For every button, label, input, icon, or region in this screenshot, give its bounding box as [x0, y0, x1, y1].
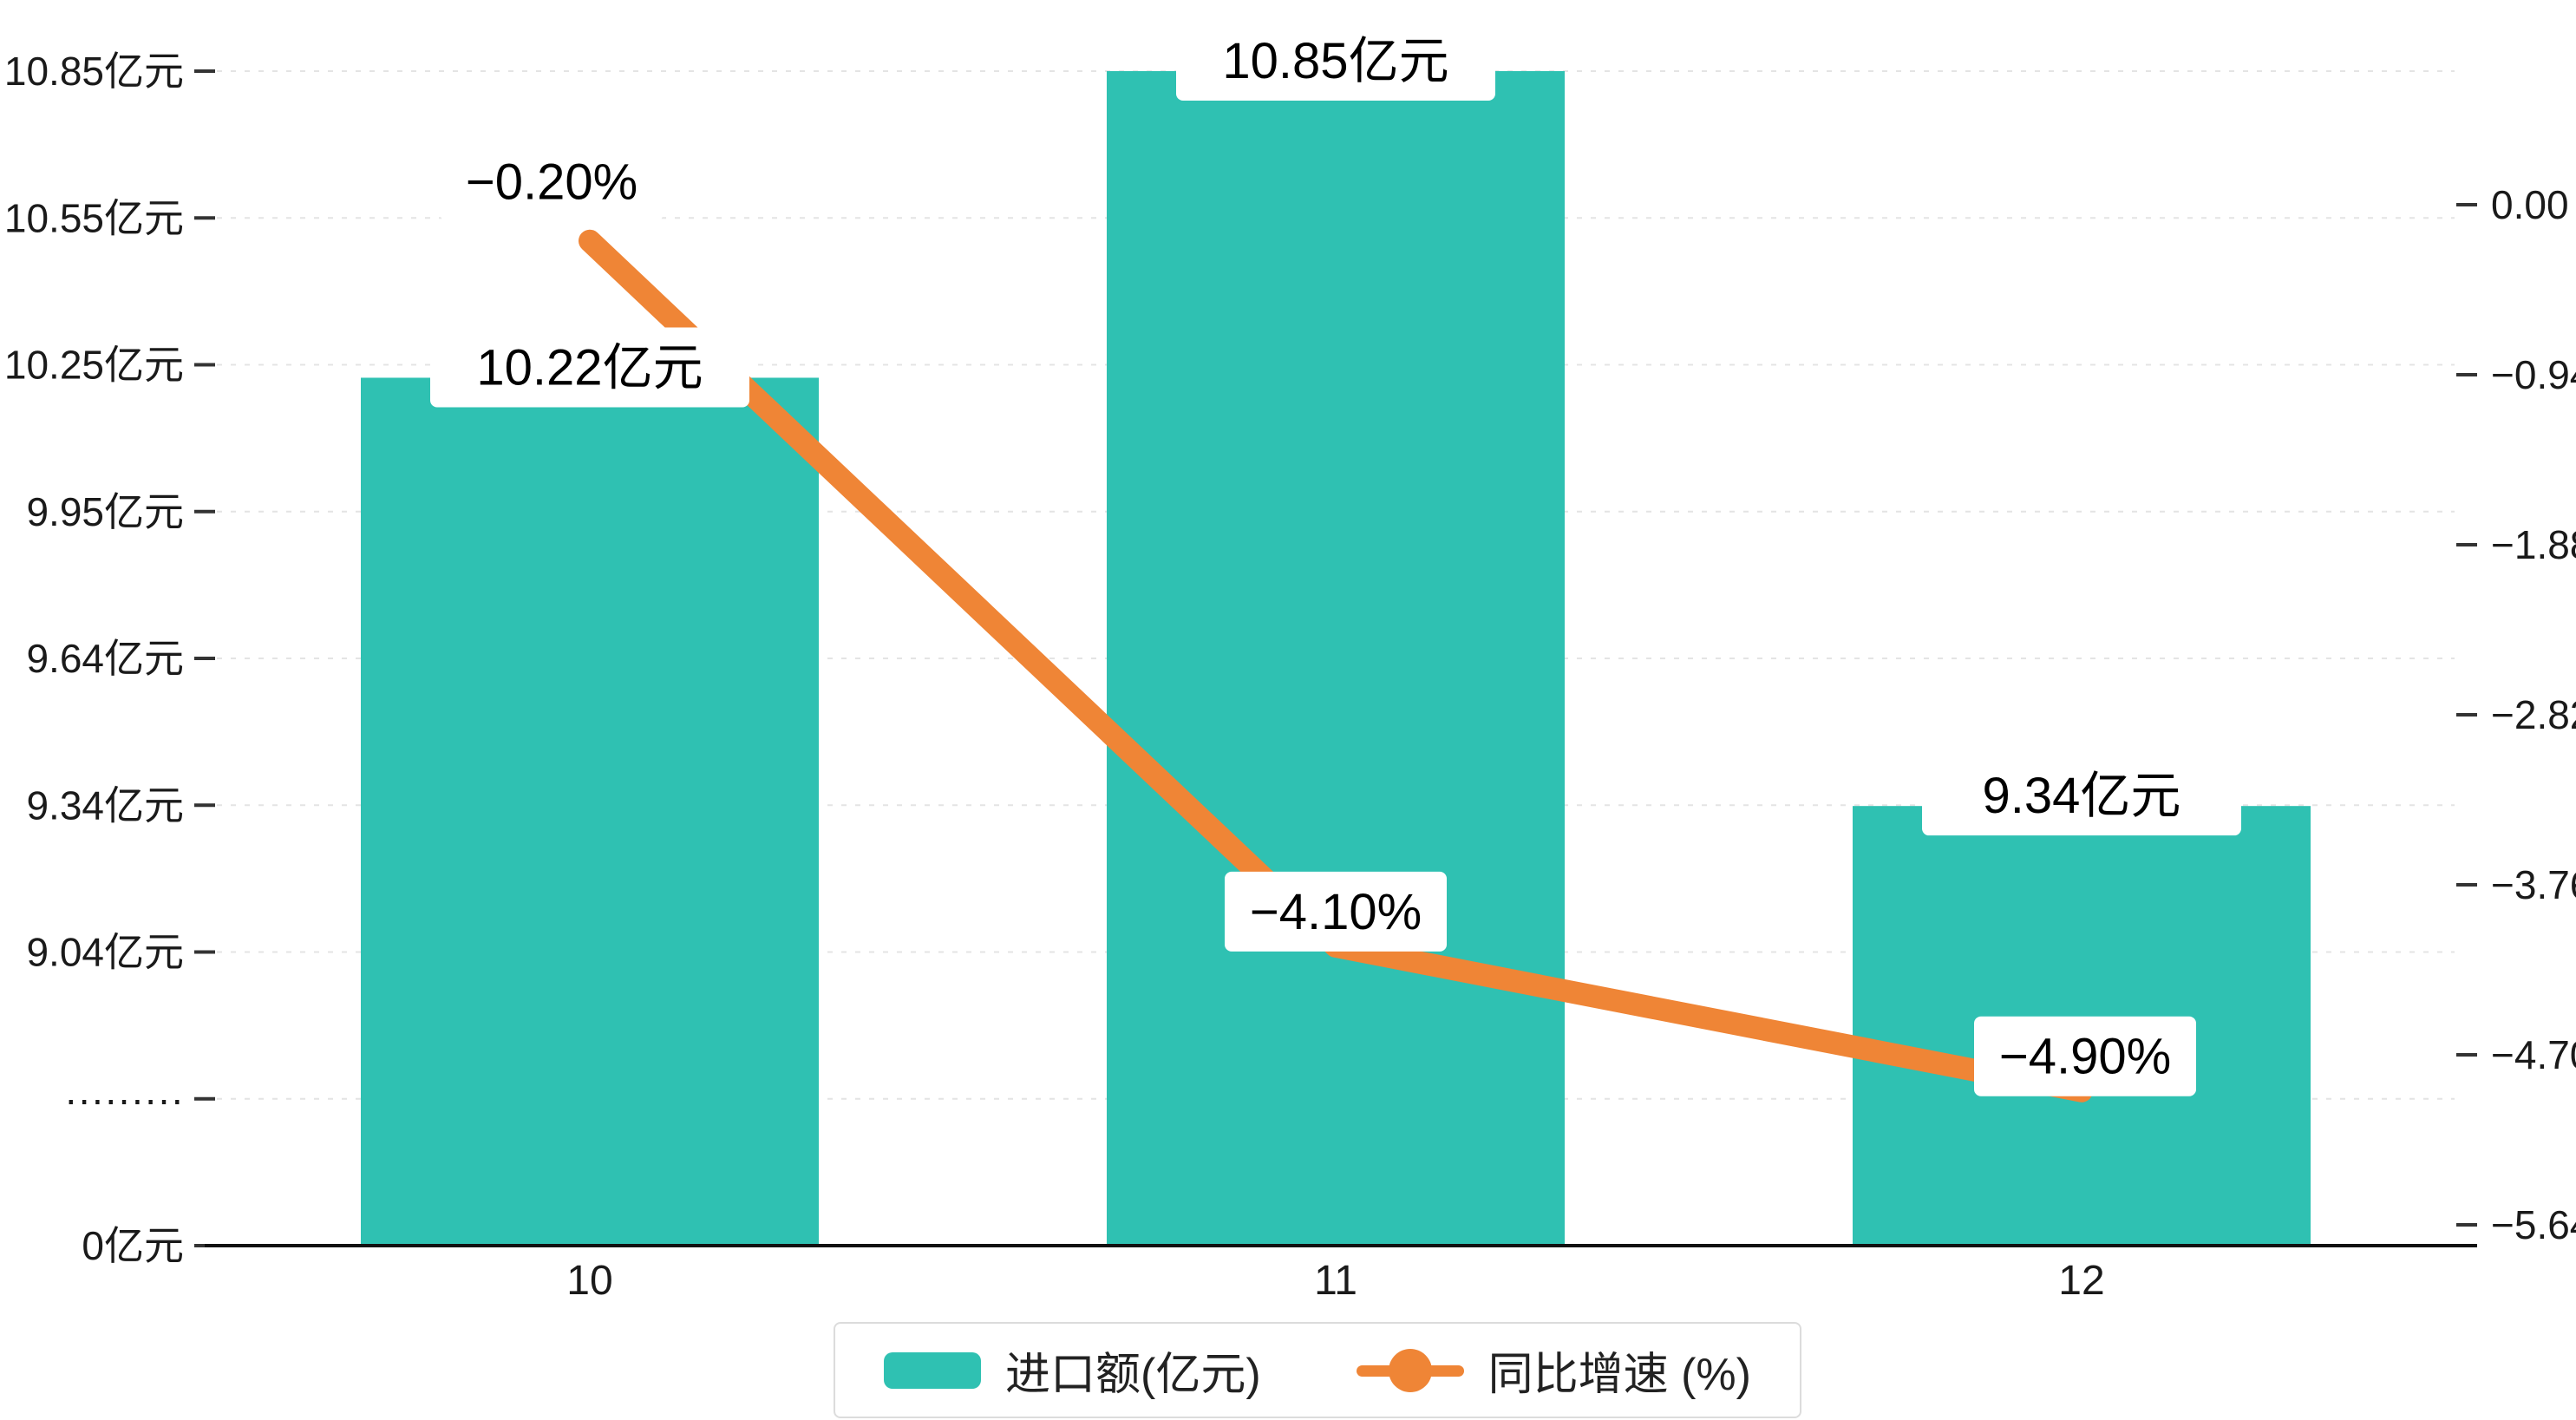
- bar-10[interactable]: [361, 377, 819, 1247]
- svg-text:−4.90%: −4.90%: [1999, 1029, 2171, 1085]
- left-axis-label: 9.64亿元: [26, 636, 184, 681]
- svg-text:10.22亿元: 10.22亿元: [476, 339, 703, 396]
- right-axis-label: −4.70: [2491, 1032, 2576, 1077]
- bar-11[interactable]: [1107, 71, 1565, 1246]
- left-axis-label: 10.55亿元: [4, 195, 184, 240]
- left-axis-label: 10.85亿元: [4, 49, 184, 94]
- x-axis-label: 11: [1314, 1258, 1357, 1304]
- x-axis-label: 10: [566, 1258, 612, 1304]
- left-axis-label: 0亿元: [82, 1223, 184, 1268]
- legend-item-imports[interactable]: 进口额(亿元): [884, 1338, 1261, 1403]
- legend-bar-swatch-icon: [884, 1351, 982, 1389]
- right-axis-label: 0.00: [2491, 182, 2569, 227]
- left-axis-label: 10.25亿元: [4, 343, 184, 388]
- left-axis-label: 9.95亿元: [26, 489, 184, 534]
- svg-text:−4.10%: −4.10%: [1250, 884, 1422, 940]
- legend-line-marker-icon: [1356, 1348, 1464, 1392]
- bar-value-label: 9.34亿元: [1922, 756, 2241, 836]
- left-axis-label: 9.04亿元: [26, 930, 184, 975]
- right-axis-label: −3.76: [2491, 862, 2576, 907]
- svg-text:9.34亿元: 9.34亿元: [1983, 768, 2181, 824]
- bar-value-label: 10.85亿元: [1176, 21, 1495, 101]
- x-axis-label: 12: [2058, 1258, 2104, 1304]
- svg-text:10.85亿元: 10.85亿元: [1222, 33, 1448, 89]
- line-value-label: −0.20%: [441, 141, 663, 222]
- right-axis-label: −0.94: [2491, 352, 2576, 397]
- legend-item-growth[interactable]: 同比增速 (%): [1356, 1338, 1751, 1403]
- right-axis-label: −5.64: [2491, 1202, 2576, 1247]
- legend: 进口额(亿元) 同比增速 (%): [834, 1322, 1801, 1418]
- right-axis-label: −2.82: [2491, 692, 2576, 737]
- legend-label-growth: 同比增速 (%): [1487, 1350, 1751, 1400]
- left-axis-label: 9.34亿元: [26, 782, 184, 828]
- legend-label-imports: 进口额(亿元): [1005, 1350, 1261, 1400]
- line-value-label: −4.90%: [1974, 1016, 2196, 1096]
- line-value-label: −4.10%: [1225, 871, 1447, 952]
- svg-text:−0.20%: −0.20%: [466, 154, 637, 211]
- left-axis-label: ·········: [64, 1076, 184, 1122]
- bar-value-label: 10.22亿元: [430, 327, 749, 408]
- right-axis-label: −1.88: [2491, 522, 2576, 567]
